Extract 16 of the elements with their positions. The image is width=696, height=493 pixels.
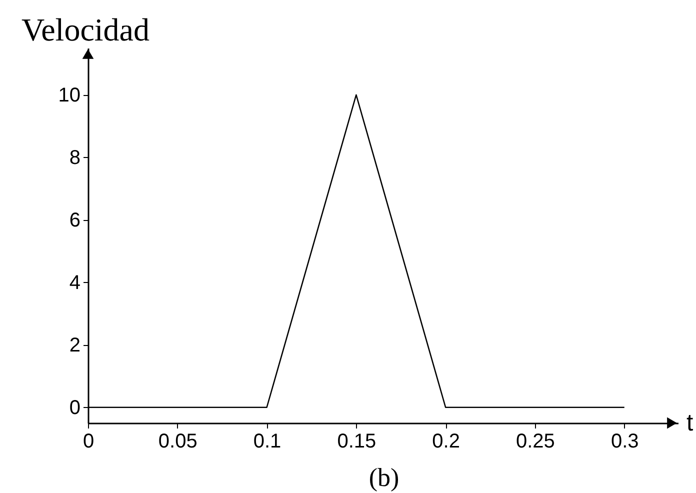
x-tick-label: 0.05	[158, 430, 198, 452]
x-tick-label: 0.15	[337, 430, 376, 452]
x-tick-label: 0.1	[253, 430, 282, 452]
x-tick-label: 0.25	[516, 430, 555, 452]
x-tick-label: 0.3	[610, 430, 639, 452]
y-tick-label: 6	[69, 209, 80, 232]
y-tick-label: 8	[69, 146, 80, 169]
x-tick-label: 0.2	[432, 430, 460, 452]
y-tick-label: 4	[69, 272, 80, 294]
y-tick-label: 2	[69, 334, 80, 356]
x-tick-label: 0	[82, 430, 94, 452]
y-axis-title: Velocidad	[22, 12, 150, 48]
text: (b)	[368, 463, 400, 492]
x-axis-title: t	[686, 410, 694, 436]
y-tick-label: 0	[69, 396, 80, 419]
y-tick-label: 10	[58, 84, 80, 106]
